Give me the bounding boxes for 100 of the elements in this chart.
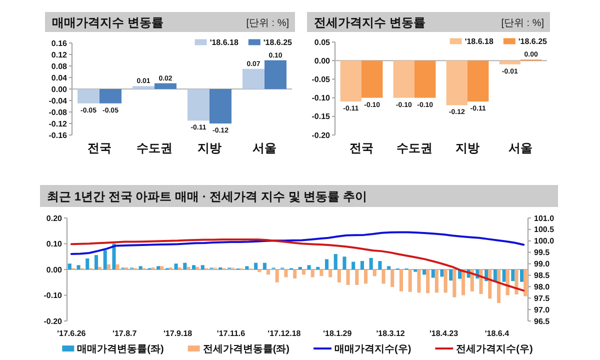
- bar: [444, 270, 448, 293]
- bar: [334, 254, 338, 270]
- legend-label: 매매가격지수(우): [334, 344, 412, 355]
- x-tick-label: 수도권: [396, 141, 432, 155]
- x-tick-label: '18.4.23: [429, 329, 459, 338]
- y2-tick-label: 97.0: [534, 305, 550, 314]
- legend-label: 전세가격지수(우): [456, 344, 533, 355]
- y2-tick-label: 98.5: [534, 271, 550, 280]
- bar: [186, 266, 190, 270]
- y-tick-label: -0.08: [48, 108, 68, 117]
- x-tick-label: 지방: [456, 141, 480, 155]
- x-tick-label: 전국: [350, 141, 374, 155]
- x-tick-label: '18.3.12: [376, 329, 406, 338]
- bar: [431, 270, 435, 278]
- bar: [98, 266, 102, 270]
- bar: [320, 270, 324, 276]
- bar: [242, 68, 264, 89]
- legend-label: '18.6.18: [464, 37, 494, 46]
- bar: [502, 270, 506, 282]
- x-tick-label: '17.9.18: [164, 329, 193, 338]
- bar: [262, 262, 266, 270]
- bar: [160, 266, 164, 270]
- bar: [183, 262, 187, 270]
- x-tick-label: 서울: [252, 141, 276, 155]
- bar: [452, 270, 456, 298]
- bar: [399, 270, 403, 292]
- y-tick-label: 0.20: [46, 214, 63, 223]
- bar: [138, 266, 142, 270]
- y-tick-label: 0.04: [51, 73, 68, 82]
- y-tick-label: -0.04: [48, 96, 68, 106]
- bar: [188, 89, 210, 121]
- bar: [382, 270, 386, 284]
- y-tick-label: 0.00: [51, 84, 68, 94]
- bar: [298, 266, 302, 270]
- bar: [360, 261, 364, 270]
- legend-label: 전세가격변동률(좌): [202, 344, 290, 355]
- bar: [364, 270, 368, 284]
- y-tick-label: 0.00: [46, 265, 63, 274]
- bar: [408, 270, 412, 292]
- bar: [514, 270, 518, 294]
- bar: [293, 270, 297, 279]
- bar: [258, 270, 262, 272]
- bar: [387, 266, 391, 270]
- y-tick-label: 0.00: [314, 56, 331, 66]
- text: [단위 : %]: [246, 18, 290, 29]
- y2-tick-label: 98.0: [534, 282, 550, 292]
- y2-tick-label: 97.5: [534, 294, 550, 303]
- bar: [488, 270, 492, 299]
- y-tick-label: -0.15: [312, 112, 331, 122]
- y-tick-label: -0.16: [48, 130, 68, 140]
- legend-label: '18.6.18: [210, 38, 239, 47]
- bar: [264, 60, 286, 89]
- y2-tick-label: 99.0: [534, 260, 550, 269]
- bar: [506, 270, 510, 296]
- bar: [470, 270, 474, 292]
- x-tick-label: '18.1.29: [323, 329, 352, 338]
- bar: [417, 270, 421, 293]
- bar: [284, 270, 288, 278]
- y-tick-label: -0.05: [312, 75, 331, 84]
- bar: [196, 266, 200, 270]
- bar: [100, 89, 122, 104]
- bar: [434, 270, 438, 293]
- bar: [154, 83, 176, 89]
- legend-label: '18.6.25: [263, 38, 293, 47]
- y2-tick-label: 100.0: [534, 236, 555, 246]
- bar: [390, 270, 394, 288]
- y2-tick-label: 101.0: [534, 214, 555, 223]
- bar: [511, 270, 515, 282]
- x-tick-label: 전국: [88, 141, 112, 155]
- bar: [76, 265, 80, 270]
- legend-label: 매매가격변동률(좌): [77, 344, 164, 355]
- bar: [307, 265, 311, 270]
- bar: [132, 86, 154, 89]
- bar: [378, 261, 382, 270]
- bar: [346, 270, 350, 285]
- y2-tick-label: 96.5: [534, 316, 550, 326]
- bar: [200, 265, 204, 270]
- bar: [86, 258, 90, 270]
- bar: [94, 255, 98, 270]
- bar: [68, 264, 72, 270]
- y2-tick-label: 99.5: [534, 248, 550, 258]
- x-tick-label: '17.6.26: [57, 329, 86, 338]
- bar: [174, 264, 178, 270]
- bar: [355, 270, 359, 285]
- bar: [496, 270, 501, 303]
- text: [단위 : %]: [501, 18, 544, 29]
- x-tick-label: 서울: [508, 141, 532, 155]
- y-tick-label: 0.12: [51, 50, 68, 60]
- bar: [462, 270, 466, 296]
- y-tick-label: -0.20: [312, 130, 331, 140]
- y-tick-label: -0.10: [44, 291, 63, 300]
- bar: [449, 270, 453, 281]
- bar: [426, 270, 430, 294]
- bar: [352, 262, 356, 270]
- y-tick-label: 0.16: [51, 38, 68, 48]
- bar: [324, 259, 329, 270]
- chart-title: 최근 1년간 전국 아파트 매매 · 전세가격 지수 및 변동률 추이: [47, 190, 368, 204]
- bar: [116, 264, 120, 270]
- legend-label: '18.6.25: [518, 37, 548, 46]
- bar: [328, 270, 332, 278]
